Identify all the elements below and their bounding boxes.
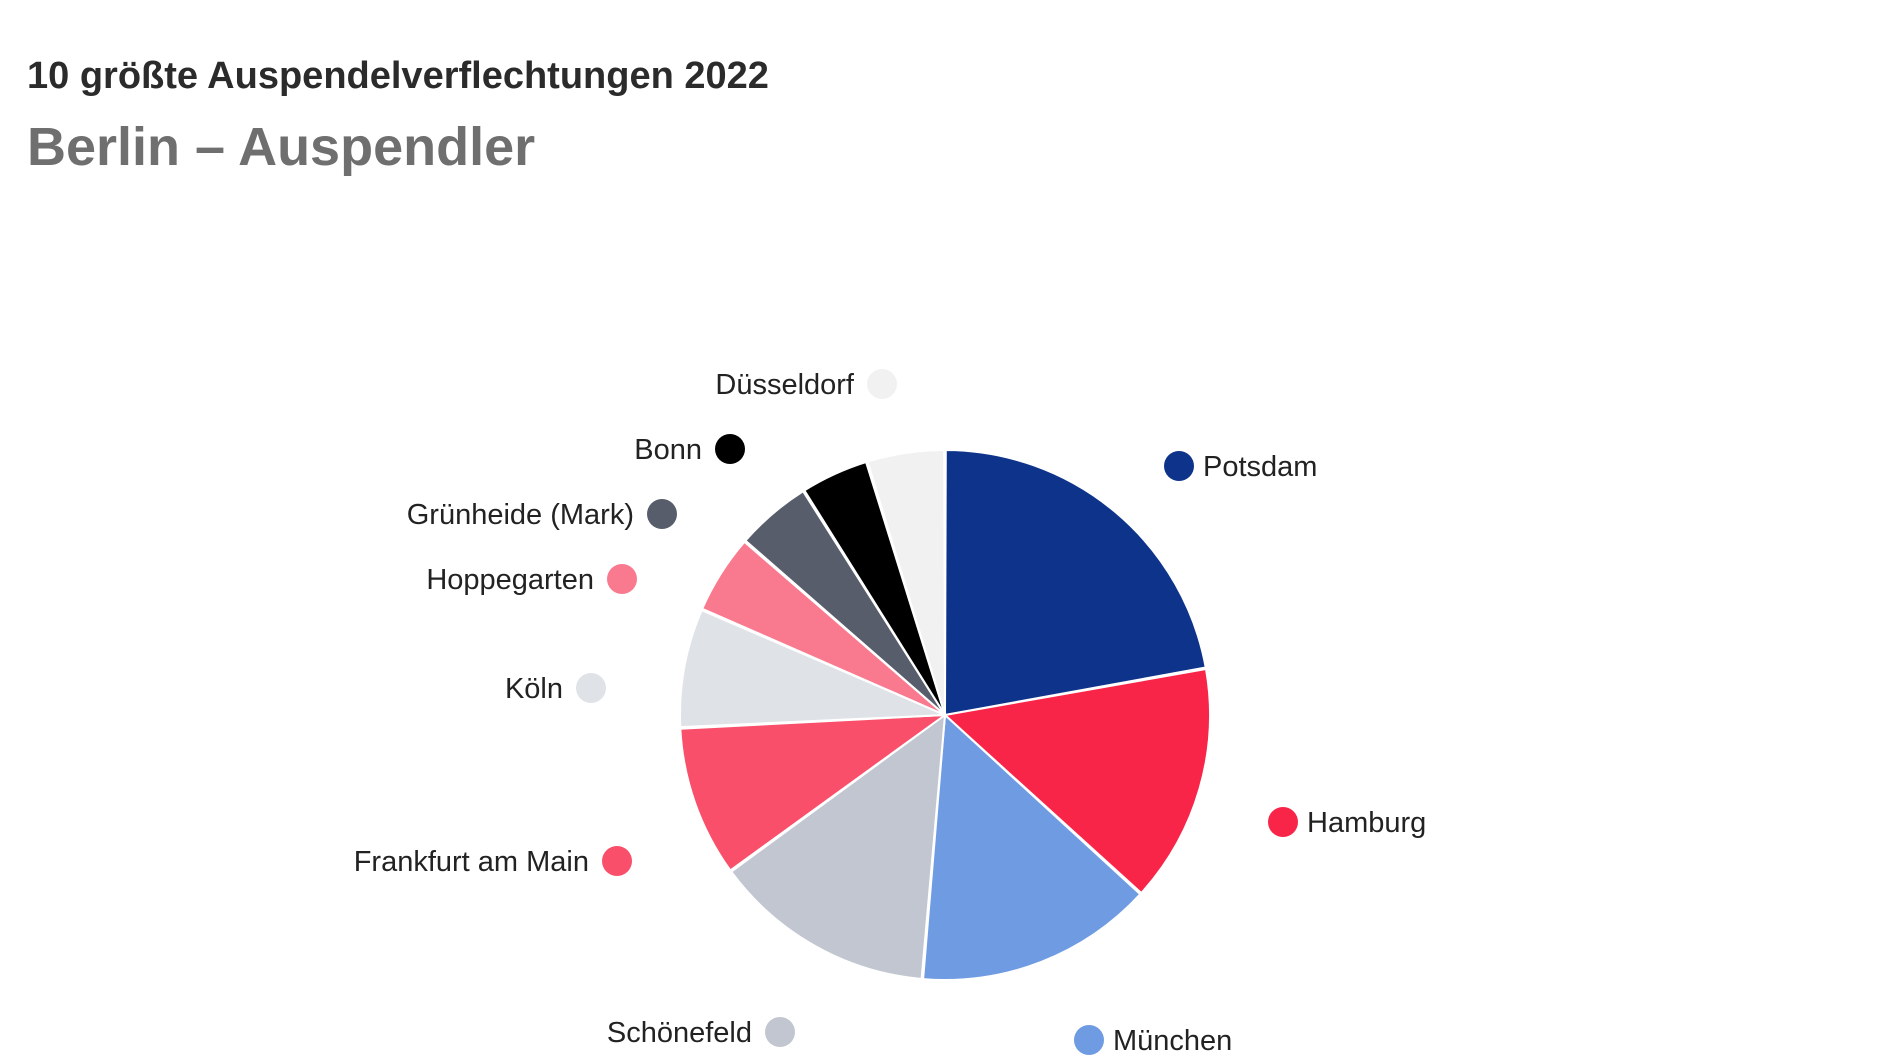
slice-label: Köln [505, 673, 563, 705]
slice-label: Grünheide (Mark) [407, 499, 634, 531]
pie-slice[interactable] [944, 449, 1207, 716]
pie-slice[interactable] [866, 449, 946, 716]
slice-label: Hamburg [1307, 807, 1426, 839]
pie-slice[interactable] [922, 714, 1142, 981]
pie-slice[interactable] [679, 714, 946, 872]
legend-dot [1074, 1025, 1104, 1055]
legend-dot [1164, 451, 1194, 481]
chart-title: Berlin – Auspendler [27, 117, 536, 177]
legend-dot [602, 846, 632, 876]
legend-dot [576, 673, 606, 703]
legend-dot [647, 499, 677, 529]
pie-slice[interactable] [744, 490, 946, 716]
legend-dot [765, 1017, 795, 1047]
chart-subtitle: 10 größte Auspendelverflechtungen 2022 [27, 55, 769, 97]
slice-label: Bonn [634, 434, 702, 466]
slice-label: München [1113, 1025, 1232, 1057]
legend-dot [607, 564, 637, 594]
slice-label: Schönefeld [607, 1017, 752, 1049]
slice-label: Frankfurt am Main [354, 846, 589, 878]
pie-slice[interactable] [679, 609, 946, 729]
pie-slice[interactable] [944, 668, 1211, 895]
pie-slice[interactable] [701, 540, 946, 716]
pie-slice[interactable] [730, 714, 946, 980]
legend-dot [867, 369, 897, 399]
pie-slice[interactable] [803, 461, 946, 716]
slice-label: Hoppegarten [426, 564, 594, 596]
slice-label: Potsdam [1203, 451, 1317, 483]
legend-dot [1268, 807, 1298, 837]
legend-dot [715, 434, 745, 464]
slice-label: Düsseldorf [715, 369, 855, 401]
